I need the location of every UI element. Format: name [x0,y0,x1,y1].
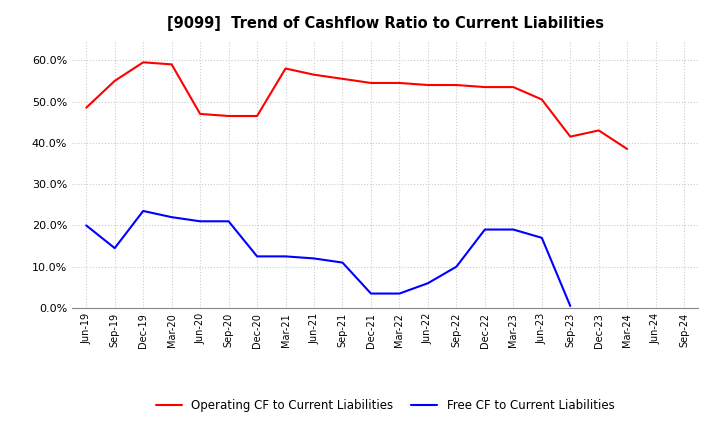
Free CF to Current Liabilities [566,303,575,308]
Operating CF to Current Liabilities [423,82,432,88]
Free CF to Current Liabilities [82,223,91,228]
Line: Free CF to Current Liabilities: Free CF to Current Liabilities [86,211,570,306]
Free CF to Current Liabilities [225,219,233,224]
Operating CF to Current Liabilities [338,76,347,81]
Operating CF to Current Liabilities [253,114,261,119]
Free CF to Current Liabilities [395,291,404,296]
Operating CF to Current Liabilities [595,128,603,133]
Free CF to Current Liabilities [423,281,432,286]
Free CF to Current Liabilities [196,219,204,224]
Free CF to Current Liabilities [139,208,148,213]
Operating CF to Current Liabilities [196,111,204,117]
Operating CF to Current Liabilities [310,72,318,77]
Free CF to Current Liabilities [253,254,261,259]
Operating CF to Current Liabilities [167,62,176,67]
Free CF to Current Liabilities [338,260,347,265]
Operating CF to Current Liabilities [452,82,461,88]
Operating CF to Current Liabilities [110,78,119,84]
Free CF to Current Liabilities [452,264,461,269]
Line: Operating CF to Current Liabilities: Operating CF to Current Liabilities [86,62,627,149]
Free CF to Current Liabilities [509,227,518,232]
Free CF to Current Liabilities [167,215,176,220]
Free CF to Current Liabilities [282,254,290,259]
Operating CF to Current Liabilities [139,60,148,65]
Free CF to Current Liabilities [110,246,119,251]
Operating CF to Current Liabilities [82,105,91,110]
Operating CF to Current Liabilities [623,147,631,152]
Free CF to Current Liabilities [537,235,546,240]
Operating CF to Current Liabilities [566,134,575,139]
Free CF to Current Liabilities [366,291,375,296]
Legend: Operating CF to Current Liabilities, Free CF to Current Liabilities: Operating CF to Current Liabilities, Fre… [151,394,619,417]
Title: [9099]  Trend of Cashflow Ratio to Current Liabilities: [9099] Trend of Cashflow Ratio to Curren… [167,16,603,32]
Operating CF to Current Liabilities [225,114,233,119]
Operating CF to Current Liabilities [480,84,489,90]
Operating CF to Current Liabilities [537,97,546,102]
Operating CF to Current Liabilities [395,81,404,86]
Operating CF to Current Liabilities [509,84,518,90]
Operating CF to Current Liabilities [282,66,290,71]
Free CF to Current Liabilities [480,227,489,232]
Operating CF to Current Liabilities [366,81,375,86]
Free CF to Current Liabilities [310,256,318,261]
